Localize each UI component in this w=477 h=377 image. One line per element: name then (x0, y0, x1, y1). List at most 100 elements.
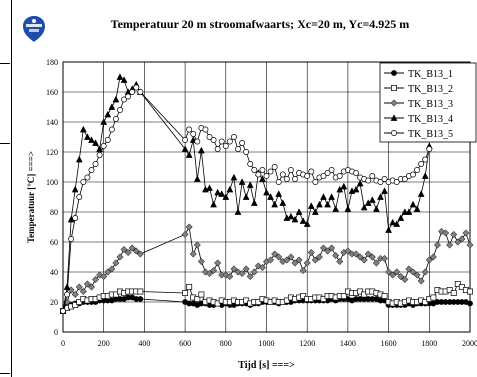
data-point (251, 167, 258, 173)
data-point (340, 182, 348, 190)
data-point (214, 188, 222, 196)
data-point (92, 275, 100, 284)
data-point (235, 146, 241, 152)
data-point (246, 181, 254, 188)
data-point (275, 179, 282, 185)
data-point (84, 133, 91, 140)
y-tick-label: 160 (46, 88, 58, 97)
y-tick-label: 180 (46, 58, 58, 67)
data-point (137, 89, 144, 95)
x-tick-label: 600 (179, 339, 191, 348)
data-point (360, 256, 368, 264)
data-point (218, 190, 226, 197)
data-point (238, 178, 246, 185)
data-point (193, 175, 201, 182)
data-point (368, 253, 376, 261)
data-point (414, 167, 421, 173)
data-point (324, 200, 331, 208)
data-point (267, 168, 274, 175)
data-point (417, 277, 425, 285)
data-point (132, 247, 140, 255)
data-point (446, 241, 454, 249)
data-point (206, 184, 213, 191)
data-point (255, 171, 262, 178)
x-tick-label: 1400 (340, 339, 356, 348)
data-point (393, 268, 401, 276)
legend-marker (391, 85, 397, 91)
data-point (275, 190, 283, 197)
data-point (210, 200, 218, 208)
data-point (467, 300, 473, 307)
x-tick-label: 1800 (421, 339, 437, 348)
data-point (185, 223, 193, 231)
y-tick-label: 140 (46, 118, 58, 127)
data-point (104, 110, 112, 118)
data-point (88, 167, 95, 173)
data-point (291, 259, 299, 267)
data-point (344, 247, 352, 255)
data-point (206, 134, 213, 140)
data-point (214, 300, 221, 307)
legend-item: TK_B13_1 (384, 69, 453, 80)
data-point (185, 151, 193, 158)
data-point (308, 168, 315, 175)
data-point (377, 193, 384, 200)
data-point (466, 241, 474, 249)
data-point (368, 196, 376, 203)
data-point (328, 244, 336, 252)
legend-marker (390, 99, 398, 107)
legend-label: TK_B13_2 (408, 84, 453, 95)
data-point (259, 175, 266, 182)
data-point (80, 179, 87, 185)
data-point (344, 205, 352, 212)
data-point (340, 293, 347, 299)
y-tick-label: 20 (50, 298, 58, 307)
data-point (202, 126, 209, 133)
x-tick-label: 800 (220, 339, 232, 348)
data-point (210, 137, 217, 143)
data-point (84, 174, 91, 181)
data-point (429, 253, 437, 261)
data-point (263, 188, 270, 196)
data-point (112, 291, 119, 298)
data-point (226, 138, 233, 145)
data-point (258, 263, 266, 272)
data-point (417, 190, 425, 197)
data-point (304, 173, 311, 179)
series-3 (59, 223, 474, 315)
data-point (320, 173, 327, 179)
data-point (393, 179, 400, 185)
data-point (380, 254, 389, 263)
data-point (409, 268, 417, 276)
data-point (323, 247, 332, 255)
data-point (319, 244, 328, 252)
data-point (336, 257, 344, 266)
data-point (381, 187, 388, 194)
series-group (59, 73, 474, 315)
data-point (299, 217, 307, 224)
data-point (230, 173, 238, 181)
data-point (186, 284, 193, 290)
data-point (381, 176, 388, 182)
data-point (243, 149, 250, 155)
data-point (63, 283, 71, 290)
plot-area-frame (62, 61, 471, 333)
data-point (283, 297, 290, 304)
data-point (121, 96, 128, 103)
data-point (133, 84, 140, 91)
legend-label: TK_B13_4 (408, 114, 453, 125)
data-point (292, 176, 298, 182)
data-point (336, 173, 343, 179)
data-point (226, 272, 234, 281)
data-point (198, 291, 205, 298)
legend-item: TK_B13_2 (384, 84, 453, 95)
data-point (88, 136, 95, 143)
data-point (458, 284, 465, 290)
data-point (104, 268, 112, 276)
data-point (120, 245, 128, 254)
data-point (96, 152, 103, 158)
data-point (397, 272, 405, 281)
edge-tick (0, 373, 10, 374)
legend-label: TK_B13_5 (408, 129, 453, 140)
data-point (75, 283, 83, 291)
